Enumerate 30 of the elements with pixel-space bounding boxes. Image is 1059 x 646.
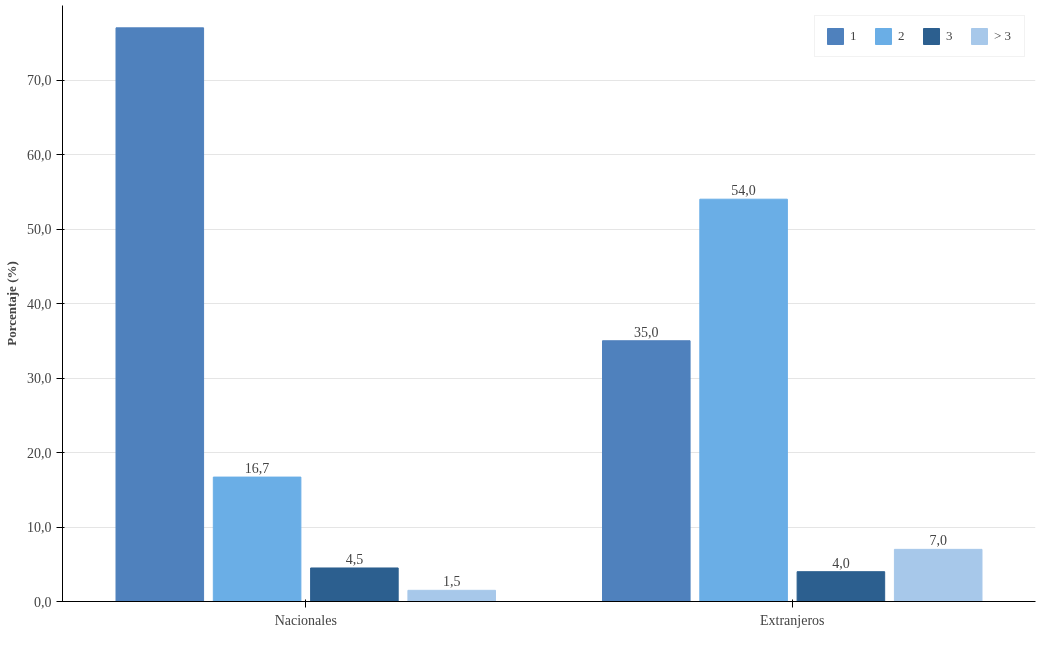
bar [407,589,496,602]
data-label: 4,0 [832,555,850,571]
y-tick-label: 0,0 [34,594,52,610]
bar [115,27,205,602]
bar [212,476,302,602]
y-tick-label: 60,0 [27,147,52,163]
data-label: 35,0 [634,324,659,340]
data-label: 4,5 [345,551,364,567]
legend-label: > 3 [994,28,1013,44]
legend-label: 1 [850,28,858,44]
legend-label: 3 [946,28,954,44]
y-axis-title: Porcentaje (%) [4,261,19,346]
x-tick-label: Nacionales [274,612,337,628]
bar [602,340,691,602]
y-tick-label: 50,0 [27,222,52,237]
y-tick-label: 30,0 [27,371,52,386]
data-label: 16,7 [244,461,270,477]
y-tick-label: 40,0 [27,296,52,312]
data-label: 1,5 [442,574,461,590]
x-tick-label: Extranjeros [759,612,825,628]
bar [893,548,983,602]
bar [310,567,399,602]
legend-label: 2 [898,28,906,44]
y-tick-label: 20,0 [27,445,52,461]
y-tick-label: 10,0 [27,520,52,535]
y-tick-label: 70,0 [27,73,52,88]
bar [699,198,788,602]
data-label: 7,0 [929,533,947,549]
bar [796,571,886,602]
data-label: 54,0 [731,183,756,199]
